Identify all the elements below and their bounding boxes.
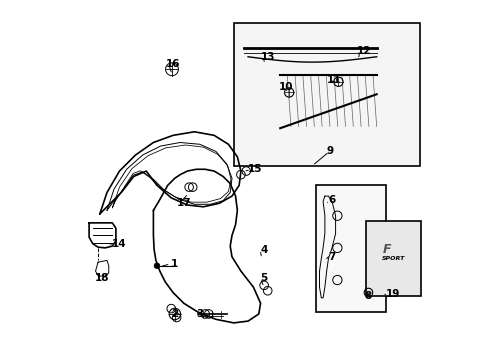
Text: 10: 10 (278, 82, 292, 92)
Text: 6: 6 (328, 195, 335, 204)
Text: SPORT: SPORT (381, 256, 405, 261)
Text: 11: 11 (326, 75, 340, 85)
Text: 17: 17 (176, 198, 191, 208)
Text: 19: 19 (385, 289, 399, 299)
Text: 2: 2 (171, 309, 178, 319)
Text: 3: 3 (196, 309, 203, 319)
Circle shape (154, 263, 160, 269)
Text: 9: 9 (326, 147, 333, 157)
Bar (315, 185, 385, 312)
Text: 1: 1 (171, 259, 178, 269)
Text: 16: 16 (165, 59, 180, 69)
Bar (233, 23, 419, 166)
Text: F: F (382, 243, 390, 256)
Text: 15: 15 (247, 164, 262, 174)
Text: 8: 8 (364, 291, 370, 301)
Text: 7: 7 (327, 252, 335, 262)
Text: 12: 12 (356, 46, 371, 57)
Text: 18: 18 (94, 273, 109, 283)
Text: 14: 14 (111, 239, 126, 249)
Text: 4: 4 (260, 245, 267, 255)
Bar (365, 221, 421, 296)
Text: 5: 5 (260, 273, 267, 283)
Text: 13: 13 (260, 52, 274, 62)
